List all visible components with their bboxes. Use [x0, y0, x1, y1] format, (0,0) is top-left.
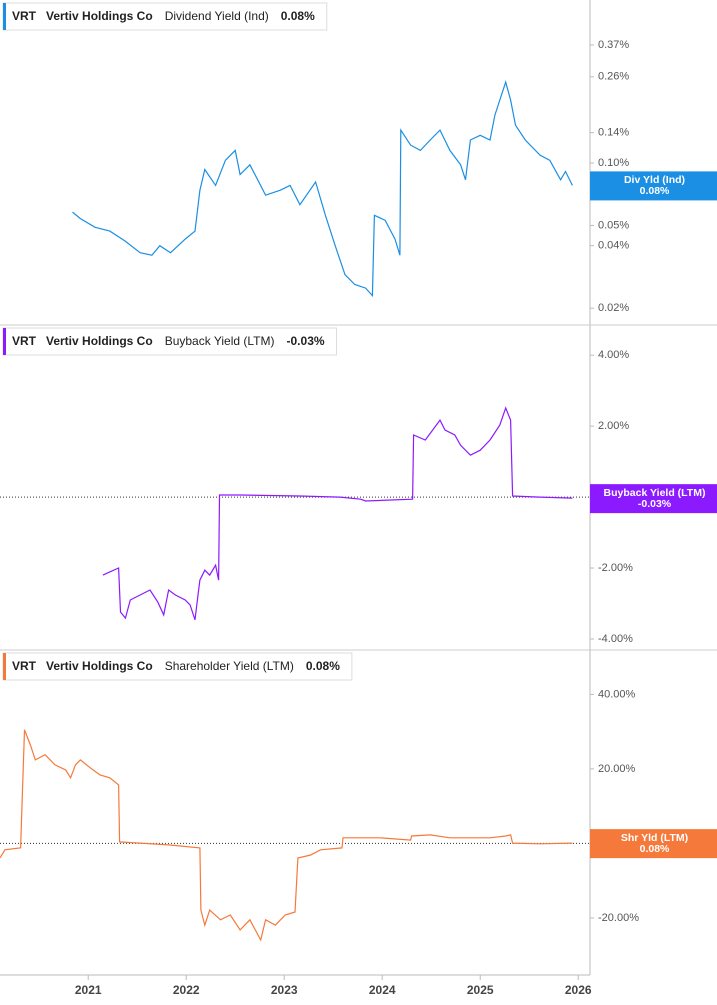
- legend-series: Dividend Yield (Ind): [165, 9, 269, 23]
- callout-name: Buyback Yield (LTM): [604, 487, 706, 499]
- x-tick-label: 2026: [565, 983, 592, 997]
- series-line: [102, 406, 573, 620]
- legend-ticker: VRT: [12, 334, 37, 348]
- y-tick-label: 0.04%: [598, 240, 629, 252]
- series-line: [72, 80, 573, 298]
- legend-series: Buyback Yield (LTM): [165, 334, 275, 348]
- y-tick-label: 40.00%: [598, 688, 636, 700]
- legend-company: Vertiv Holdings Co: [46, 659, 153, 673]
- y-tick-label: 0.37%: [598, 39, 629, 51]
- legend-series: Shareholder Yield (LTM): [165, 659, 294, 673]
- x-tick-label: 2025: [467, 983, 494, 997]
- series-line: [0, 729, 573, 942]
- y-tick-label: 0.05%: [598, 219, 629, 231]
- callout-name: Shr Yld (LTM): [621, 832, 688, 844]
- legend-box: [2, 327, 338, 356]
- legend-swatch: [3, 3, 6, 30]
- y-tick-label: 20.00%: [598, 763, 636, 775]
- legend-box: [2, 652, 353, 681]
- x-tick-label: 2024: [369, 983, 396, 997]
- callout-value: -0.03%: [638, 498, 672, 510]
- y-tick-label: 0.14%: [598, 127, 629, 139]
- last-value-callout: [590, 484, 717, 514]
- legend-swatch: [3, 328, 6, 355]
- y-tick-label: 0.10%: [598, 157, 629, 169]
- legend-ticker: VRT: [12, 9, 37, 23]
- callout-name: Div Yld (Ind): [624, 174, 685, 186]
- x-tick-label: 2023: [271, 983, 298, 997]
- legend-box: [2, 2, 328, 31]
- legend-swatch: [3, 653, 6, 680]
- last-value-callout: [590, 829, 717, 859]
- x-tick-label: 2021: [75, 983, 102, 997]
- y-tick-label: 2.00%: [598, 420, 629, 432]
- legend-value: -0.03%: [287, 334, 325, 348]
- y-tick-label: 0.02%: [598, 302, 629, 314]
- y-tick-label: -2.00%: [598, 562, 633, 574]
- y-tick-label: -20.00%: [598, 912, 639, 924]
- legend-company: Vertiv Holdings Co: [46, 334, 153, 348]
- callout-value: 0.08%: [640, 843, 670, 855]
- legend-value: 0.08%: [306, 659, 340, 673]
- y-tick-label: 4.00%: [598, 349, 629, 361]
- y-tick-label: -4.00%: [598, 633, 633, 645]
- x-tick-label: 2022: [173, 983, 200, 997]
- legend-company: Vertiv Holdings Co: [46, 9, 153, 23]
- callout-value: 0.08%: [640, 185, 670, 197]
- legend-ticker: VRT: [12, 659, 37, 673]
- y-tick-label: 0.26%: [598, 71, 629, 83]
- legend-value: 0.08%: [281, 9, 315, 23]
- last-value-callout: [590, 171, 717, 201]
